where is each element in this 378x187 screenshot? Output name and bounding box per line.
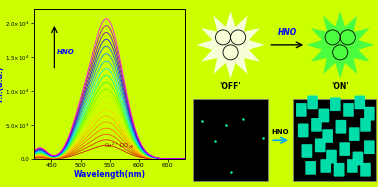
Polygon shape bbox=[306, 11, 374, 79]
FancyBboxPatch shape bbox=[307, 96, 318, 109]
Text: HNO: HNO bbox=[278, 28, 297, 37]
Text: HNO: HNO bbox=[272, 129, 290, 135]
FancyBboxPatch shape bbox=[353, 152, 363, 165]
FancyBboxPatch shape bbox=[193, 99, 268, 181]
FancyBboxPatch shape bbox=[305, 161, 316, 174]
FancyBboxPatch shape bbox=[364, 141, 374, 154]
FancyBboxPatch shape bbox=[327, 150, 337, 163]
FancyBboxPatch shape bbox=[330, 98, 340, 111]
FancyBboxPatch shape bbox=[360, 163, 370, 176]
FancyBboxPatch shape bbox=[334, 163, 344, 176]
Text: 'OFF': 'OFF' bbox=[220, 82, 242, 91]
X-axis label: Wavelength(nm): Wavelength(nm) bbox=[74, 169, 146, 179]
FancyBboxPatch shape bbox=[302, 144, 312, 158]
FancyBboxPatch shape bbox=[364, 107, 374, 120]
FancyBboxPatch shape bbox=[355, 96, 365, 109]
Polygon shape bbox=[197, 11, 265, 79]
FancyBboxPatch shape bbox=[311, 118, 321, 131]
FancyBboxPatch shape bbox=[315, 139, 325, 152]
FancyBboxPatch shape bbox=[298, 124, 308, 137]
Text: 'ON': 'ON' bbox=[332, 82, 349, 91]
FancyBboxPatch shape bbox=[343, 103, 354, 117]
FancyBboxPatch shape bbox=[296, 103, 306, 117]
Y-axis label: F.I.(a.u.): F.I.(a.u.) bbox=[0, 66, 4, 102]
FancyBboxPatch shape bbox=[321, 159, 331, 173]
FancyBboxPatch shape bbox=[347, 159, 357, 173]
FancyBboxPatch shape bbox=[322, 129, 333, 143]
FancyBboxPatch shape bbox=[349, 128, 359, 141]
FancyBboxPatch shape bbox=[336, 120, 346, 133]
FancyBboxPatch shape bbox=[360, 118, 370, 131]
Text: HNO: HNO bbox=[57, 49, 75, 55]
FancyBboxPatch shape bbox=[319, 109, 329, 122]
FancyBboxPatch shape bbox=[340, 142, 350, 156]
FancyBboxPatch shape bbox=[293, 99, 376, 181]
Text: Cu$^{2+}$-DQ$_{\rm ell}$: Cu$^{2+}$-DQ$_{\rm ell}$ bbox=[104, 141, 134, 151]
